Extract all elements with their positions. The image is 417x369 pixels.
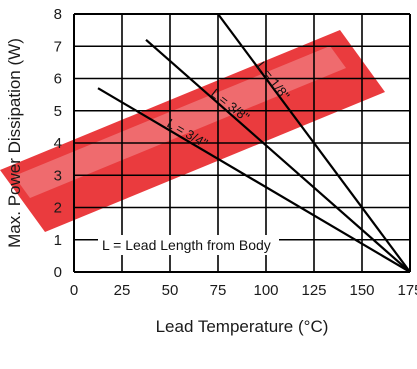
x-tick-label: 25 xyxy=(114,282,131,299)
x-tick-labels: 0 25 50 75 100 125 150 175 xyxy=(70,282,417,299)
y-tick-label: 3 xyxy=(54,167,62,184)
x-tick-label: 100 xyxy=(253,282,278,299)
annotation-background xyxy=(98,235,279,255)
x-tick-label: 75 xyxy=(210,282,227,299)
annotation-lead-length: L = Lead Length from Body xyxy=(102,237,271,253)
y-tick-label: 1 xyxy=(54,232,62,249)
y-axis-title: Max. Power Dissipation (W) xyxy=(5,38,24,248)
series-line-3 xyxy=(97,87,410,272)
y-tick-label: 2 xyxy=(54,200,62,217)
x-axis-title: Lead Temperature (°C) xyxy=(156,317,329,336)
y-tick-labels: 0 1 2 3 4 5 6 7 8 xyxy=(54,6,62,281)
series-line-2 xyxy=(145,38,410,272)
x-tick-label: 150 xyxy=(349,282,374,299)
x-tick-label: 0 xyxy=(70,282,78,299)
x-tick-label: 175 xyxy=(397,282,417,299)
y-tick-label: 8 xyxy=(54,6,62,23)
series-lines xyxy=(97,14,410,272)
y-tick-label: 6 xyxy=(54,71,62,88)
y-tick-label: 4 xyxy=(54,135,62,152)
series-line-1 xyxy=(217,14,410,272)
y-tick-label: 0 xyxy=(54,264,62,281)
y-tick-label: 7 xyxy=(54,38,62,55)
x-tick-label: 50 xyxy=(162,282,179,299)
y-tick-label: 5 xyxy=(54,103,62,120)
watermark-graphic xyxy=(0,30,385,232)
x-tick-label: 125 xyxy=(301,282,326,299)
chart-grid xyxy=(73,13,411,273)
